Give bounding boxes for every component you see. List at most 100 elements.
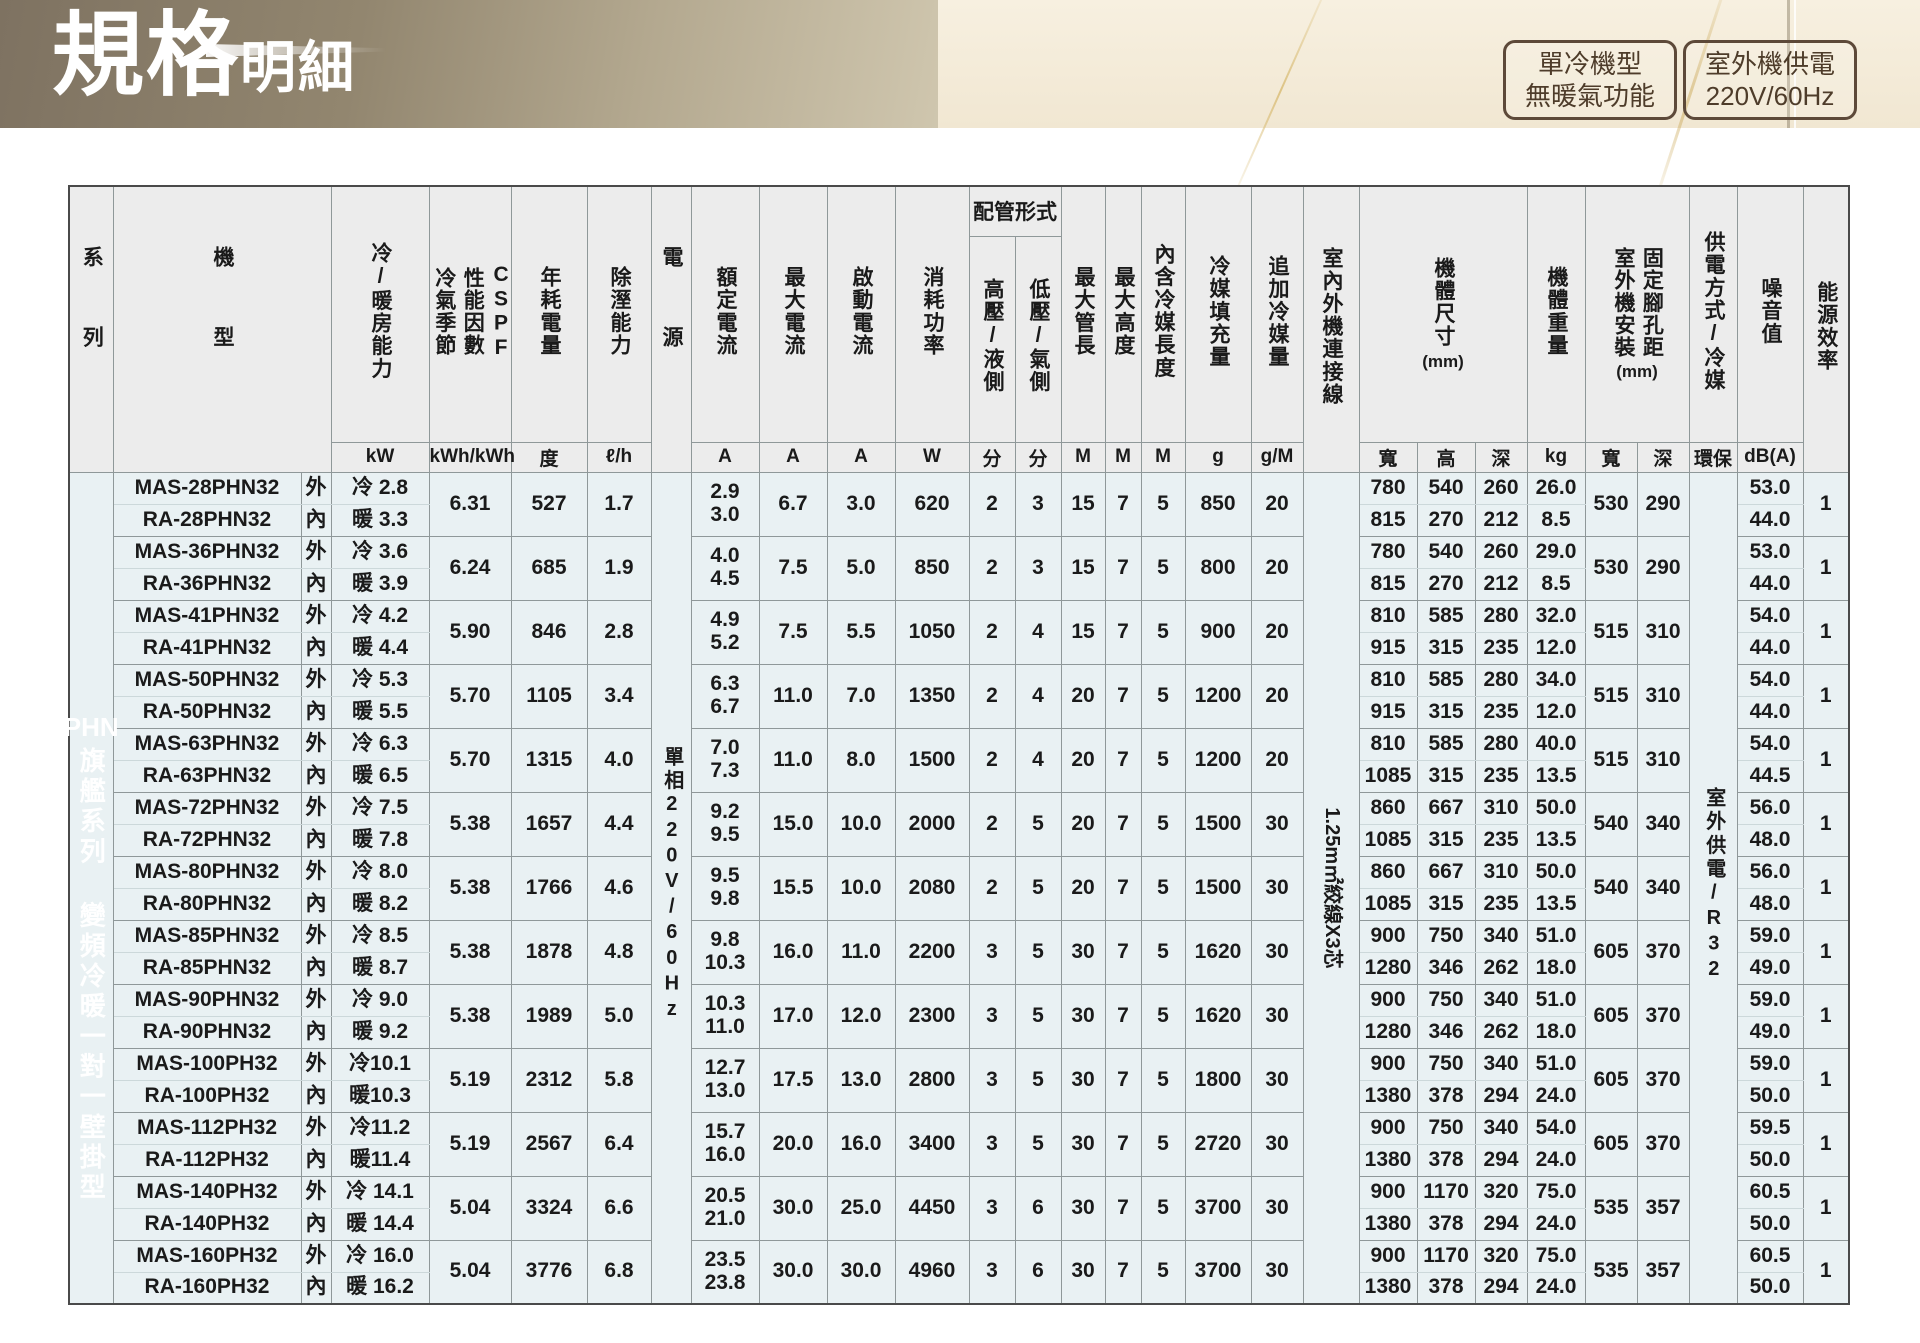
mark-outdoor: 外 bbox=[301, 856, 332, 889]
max-current-value: 15.5 bbox=[759, 856, 828, 921]
dim-width-outdoor: 900 bbox=[1359, 1176, 1418, 1209]
refrigerant-charge-value: 800 bbox=[1185, 536, 1252, 601]
weight-indoor: 24.0 bbox=[1527, 1272, 1586, 1305]
model-indoor: RA-80PHN32 bbox=[113, 888, 302, 921]
mark-outdoor: 外 bbox=[301, 600, 332, 633]
weight-indoor: 13.5 bbox=[1527, 760, 1586, 793]
dim-width-indoor: 1280 bbox=[1359, 1016, 1418, 1049]
rated-current-value: 9.5 9.8 bbox=[691, 856, 760, 921]
weight-indoor: 18.0 bbox=[1527, 1016, 1586, 1049]
dim-height-indoor: 378 bbox=[1417, 1144, 1476, 1177]
dim-depth-indoor: 294 bbox=[1475, 1080, 1528, 1113]
dim-height-indoor: 315 bbox=[1417, 888, 1476, 921]
dim-width-indoor: 815 bbox=[1359, 568, 1418, 601]
energy-efficiency-value: 1 bbox=[1803, 600, 1850, 665]
model-indoor: RA-41PHN32 bbox=[113, 632, 302, 665]
mark-outdoor: 外 bbox=[301, 664, 332, 697]
included-refrigerant-length-value: 5 bbox=[1141, 984, 1186, 1049]
capacity-heating: 暖 3.9 bbox=[331, 568, 430, 601]
pipe-gas-value: 6 bbox=[1015, 1240, 1062, 1305]
badge-outdoor-power-line1: 室外機供電 bbox=[1704, 48, 1835, 79]
noise-outdoor: 59.0 bbox=[1737, 984, 1804, 1017]
dim-height-outdoor: 1170 bbox=[1417, 1176, 1476, 1209]
hole-width-value: 605 bbox=[1585, 1112, 1638, 1177]
pipe-gas-value: 5 bbox=[1015, 1112, 1062, 1177]
energy-efficiency-value: 1 bbox=[1803, 1240, 1850, 1305]
pipe-gas-value: 5 bbox=[1015, 984, 1062, 1049]
model-outdoor: MAS-90PHN32 bbox=[113, 984, 302, 1017]
included-refrigerant-length-value: 5 bbox=[1141, 920, 1186, 985]
pipe-gas-value: 4 bbox=[1015, 728, 1062, 793]
dim-height-outdoor: 585 bbox=[1417, 728, 1476, 761]
capacity-cooling: 冷10.1 bbox=[331, 1048, 430, 1081]
capacity-heating: 暖 3.3 bbox=[331, 504, 430, 537]
mark-outdoor: 外 bbox=[301, 1112, 332, 1145]
dehumidify-value: 4.6 bbox=[587, 856, 652, 921]
max-pipe-length-value: 30 bbox=[1061, 984, 1106, 1049]
pipe-liquid-value: 3 bbox=[969, 1240, 1016, 1305]
hole-depth-value: 370 bbox=[1637, 1112, 1690, 1177]
dim-depth-indoor: 294 bbox=[1475, 1208, 1528, 1241]
col-header-weight: 機體重量 bbox=[1527, 186, 1586, 443]
start-current-value: 13.0 bbox=[827, 1048, 896, 1113]
weight-indoor: 24.0 bbox=[1527, 1144, 1586, 1177]
rated-current-value: 6.3 6.7 bbox=[691, 664, 760, 729]
unit-kw: kW bbox=[331, 442, 430, 473]
hole-width-value: 605 bbox=[1585, 1048, 1638, 1113]
mark-outdoor: 外 bbox=[301, 984, 332, 1017]
weight-outdoor: 29.0 bbox=[1527, 536, 1586, 569]
model-outdoor: MAS-36PHN32 bbox=[113, 536, 302, 569]
max-pipe-length-value: 30 bbox=[1061, 1112, 1106, 1177]
capacity-heating: 暖 5.5 bbox=[331, 696, 430, 729]
pipe-gas-value: 3 bbox=[1015, 536, 1062, 601]
badge-cooling-only-line2: 無暖氣功能 bbox=[1524, 81, 1655, 111]
dim-depth-outdoor: 320 bbox=[1475, 1176, 1528, 1209]
energy-efficiency-value: 1 bbox=[1803, 792, 1850, 857]
refrigerant-charge-value: 2720 bbox=[1185, 1112, 1252, 1177]
noise-indoor: 44.0 bbox=[1737, 632, 1804, 665]
dehumidify-value: 6.4 bbox=[587, 1112, 652, 1177]
dim-height-indoor: 315 bbox=[1417, 760, 1476, 793]
mark-outdoor: 外 bbox=[301, 1176, 332, 1209]
mark-indoor: 內 bbox=[301, 952, 332, 985]
dim-height-indoor: 270 bbox=[1417, 504, 1476, 537]
mark-indoor: 內 bbox=[301, 1016, 332, 1049]
max-height-value: 7 bbox=[1105, 1176, 1142, 1241]
model-outdoor: MAS-100PH32 bbox=[113, 1048, 302, 1081]
unit-depth-holes: 深 bbox=[1637, 442, 1690, 473]
rated-current-value: 9.2 9.5 bbox=[691, 792, 760, 857]
weight-outdoor: 51.0 bbox=[1527, 920, 1586, 953]
start-current-value: 5.0 bbox=[827, 536, 896, 601]
noise-outdoor: 53.0 bbox=[1737, 472, 1804, 505]
noise-outdoor: 60.5 bbox=[1737, 1176, 1804, 1209]
included-refrigerant-length-value: 5 bbox=[1141, 536, 1186, 601]
max-height-value: 7 bbox=[1105, 472, 1142, 537]
capacity-heating: 暖 4.4 bbox=[331, 632, 430, 665]
max-height-value: 7 bbox=[1105, 536, 1142, 601]
col-header-cspf: 冷氣季節 性能因數 CSPF bbox=[429, 186, 513, 443]
cspf-value: 5.90 bbox=[429, 600, 512, 665]
dehumidify-value: 5.8 bbox=[587, 1048, 652, 1113]
cspf-value: 6.31 bbox=[429, 472, 512, 537]
max-height-value: 7 bbox=[1105, 1048, 1142, 1113]
model-outdoor: MAS-50PHN32 bbox=[113, 664, 302, 697]
col-header-series: 系列 bbox=[69, 186, 114, 473]
dim-depth-indoor: 235 bbox=[1475, 824, 1528, 857]
max-current-value: 17.0 bbox=[759, 984, 828, 1049]
max-current-value: 11.0 bbox=[759, 664, 828, 729]
annual-kwh-value: 3776 bbox=[511, 1240, 588, 1305]
capacity-heating: 暖 8.7 bbox=[331, 952, 430, 985]
mark-outdoor: 外 bbox=[301, 536, 332, 569]
capacity-heating: 暖10.3 bbox=[331, 1080, 430, 1113]
max-pipe-length-value: 30 bbox=[1061, 1048, 1106, 1113]
mark-indoor: 內 bbox=[301, 504, 332, 537]
dim-height-outdoor: 750 bbox=[1417, 1112, 1476, 1145]
annual-kwh-value: 1878 bbox=[511, 920, 588, 985]
dim-depth-outdoor: 320 bbox=[1475, 1240, 1528, 1273]
power-source-text: 單相220V/60Hz bbox=[660, 746, 683, 1024]
unit-amp-max: A bbox=[759, 442, 828, 473]
col-header-connection-wire: 室內外機連接線 bbox=[1303, 186, 1360, 473]
page-title: 規格 明細 bbox=[52, 5, 356, 107]
max-pipe-length-value: 15 bbox=[1061, 472, 1106, 537]
included-refrigerant-length-value: 5 bbox=[1141, 664, 1186, 729]
